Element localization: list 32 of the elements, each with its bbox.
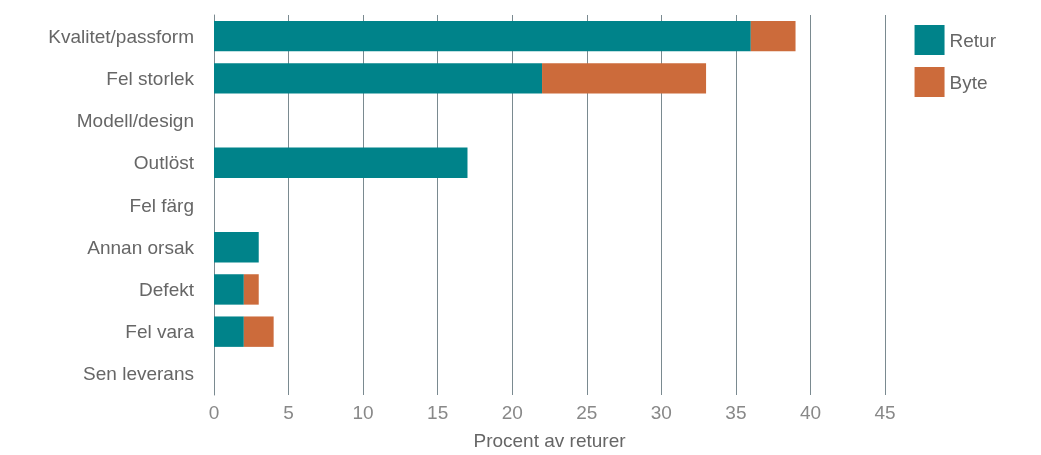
bar xyxy=(214,20,751,52)
y-tick-label: Defekt xyxy=(139,278,195,300)
x-axis-title: Procent av returer xyxy=(473,430,627,451)
y-tick-label: Modell/design xyxy=(76,110,194,132)
bar xyxy=(214,316,244,347)
x-tick-label: 35 xyxy=(725,402,747,423)
y-tick-label: Annan orsak xyxy=(87,236,195,258)
legend-label: Byte xyxy=(949,71,988,93)
y-tick-label: Outlöst xyxy=(133,152,195,174)
bar xyxy=(542,63,707,94)
bar xyxy=(214,147,468,178)
x-tick-label: 30 xyxy=(650,402,672,423)
bar xyxy=(214,232,259,263)
x-tick-label: 10 xyxy=(352,402,374,423)
bar xyxy=(243,274,259,305)
y-tick-label: Fel färg xyxy=(129,194,194,216)
x-tick-label: 15 xyxy=(427,402,449,423)
x-tick-label: 0 xyxy=(208,402,220,423)
x-tick-label: 45 xyxy=(874,402,896,423)
bar xyxy=(750,20,796,52)
bar xyxy=(243,316,274,347)
x-tick-label: 40 xyxy=(799,402,822,423)
x-tick-label: 5 xyxy=(283,402,294,423)
x-tick-label: 20 xyxy=(501,402,523,423)
x-tick-label: 25 xyxy=(576,402,598,423)
y-tick-label: Fel storlek xyxy=(106,67,195,89)
y-tick-label: Sen leverans xyxy=(83,363,194,385)
bar xyxy=(214,63,543,94)
legend-label: Retur xyxy=(949,29,997,51)
y-tick-label: Kvalitet/passform xyxy=(48,25,194,47)
y-tick-label: Fel vara xyxy=(125,321,195,343)
bar xyxy=(214,274,244,305)
